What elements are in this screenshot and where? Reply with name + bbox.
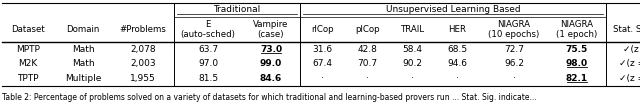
Text: ·: · [456,74,459,83]
Text: 31.6: 31.6 [312,45,333,54]
Text: #Problems: #Problems [120,25,166,34]
Text: NIAGRA
(10 epochs): NIAGRA (10 epochs) [488,20,540,39]
Text: ·: · [366,74,369,83]
Text: Math: Math [72,59,94,68]
Text: TRAIL: TRAIL [401,25,424,34]
Text: NIAGRA
(1 epoch): NIAGRA (1 epoch) [556,20,598,39]
Text: 63.7: 63.7 [198,45,218,54]
Text: 2,003: 2,003 [130,59,156,68]
Text: ·: · [321,74,324,83]
Text: M2K: M2K [19,59,38,68]
Text: 73.0: 73.0 [260,45,282,54]
Text: ·: · [411,74,414,83]
Text: Vampire
(case): Vampire (case) [253,20,289,39]
Text: 98.0: 98.0 [566,59,588,68]
Text: HER: HER [449,25,467,34]
Text: ·: · [513,74,515,83]
Text: ✓(z = −2.15): ✓(z = −2.15) [619,74,640,83]
Text: ✓(z = −2.65): ✓(z = −2.65) [619,59,640,68]
Text: 84.6: 84.6 [260,74,282,83]
Text: 99.0: 99.0 [260,59,282,68]
Text: rlCop: rlCop [311,25,334,34]
Text: plCop: plCop [355,25,380,34]
Text: Domain: Domain [67,25,100,34]
Text: 72.7: 72.7 [504,45,524,54]
Text: 90.2: 90.2 [403,59,422,68]
Text: 2,078: 2,078 [130,45,156,54]
Text: 94.6: 94.6 [447,59,467,68]
Text: 68.5: 68.5 [447,45,468,54]
Text: 67.4: 67.4 [312,59,333,68]
Text: ✓(z = 1.84): ✓(z = 1.84) [623,45,640,54]
Text: Unsupervised Learning Based: Unsupervised Learning Based [386,5,520,14]
Text: 70.7: 70.7 [357,59,378,68]
Text: 58.4: 58.4 [403,45,422,54]
Text: Table 2: Percentage of problems solved on a variety of datasets for which tradit: Table 2: Percentage of problems solved o… [2,92,536,102]
Text: 96.2: 96.2 [504,59,524,68]
Text: 75.5: 75.5 [566,45,588,54]
Text: Math: Math [72,45,94,54]
Text: TPTP: TPTP [17,74,39,83]
Text: 81.5: 81.5 [198,74,218,83]
Text: 42.8: 42.8 [358,45,378,54]
Text: 97.0: 97.0 [198,59,218,68]
Text: Traditional: Traditional [213,5,260,14]
Text: Multiple: Multiple [65,74,101,83]
Text: 1,955: 1,955 [130,74,156,83]
Text: MPTP: MPTP [16,45,40,54]
Text: Dataset: Dataset [11,25,45,34]
Text: Stat. Sig. (z-test): Stat. Sig. (z-test) [612,25,640,34]
Text: E
(auto-sched): E (auto-sched) [180,20,236,39]
Text: 82.1: 82.1 [566,74,588,83]
